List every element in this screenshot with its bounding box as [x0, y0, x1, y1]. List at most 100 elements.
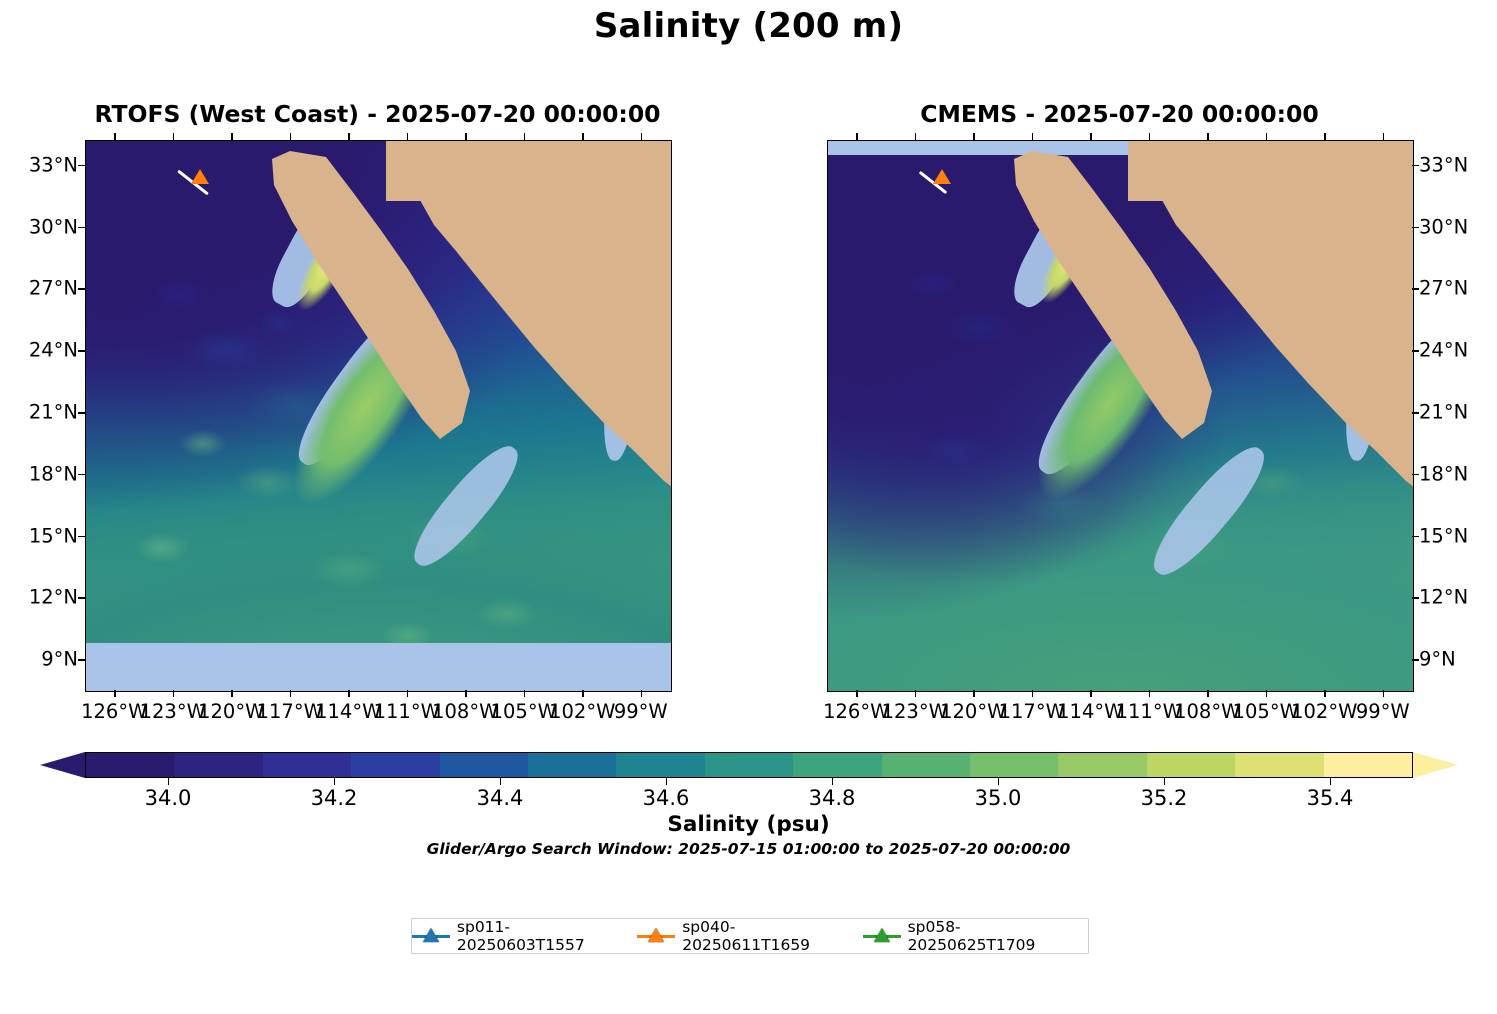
legend-item[interactable]: sp011-20250603T1557 — [412, 918, 637, 954]
colorbar-tick-label: 35.4 — [1306, 786, 1354, 810]
y-axis-tick — [1412, 350, 1419, 352]
x-axis-tick — [1090, 690, 1092, 697]
map-panel-rtofs[interactable] — [85, 140, 672, 692]
x-axis-tick — [289, 690, 292, 697]
x-axis-tick-label: 99°W — [613, 700, 668, 723]
x-axis-tick-label: 126°W — [823, 700, 890, 723]
colorbar-tick-label: 34.2 — [310, 786, 358, 810]
colorbar-segment — [351, 753, 440, 777]
colorbar-segment — [1323, 753, 1413, 777]
colorbar-extend-max — [1413, 752, 1458, 778]
x-axis-tick — [231, 690, 233, 697]
x-axis-tick — [856, 690, 858, 697]
x-axis-tick-label: 108°W — [432, 700, 499, 723]
y-axis-tick-label: 21°N — [28, 400, 78, 424]
x-axis-tick — [914, 690, 917, 697]
x-axis-tick — [348, 690, 350, 697]
colorbar-tick — [832, 778, 834, 785]
x-axis-tick — [640, 133, 643, 140]
search-window-caption: Glider/Argo Search Window: 2025-07-15 01… — [426, 840, 1071, 858]
colorbar-segment — [439, 753, 529, 777]
colorbar-gradient — [85, 752, 1413, 778]
y-axis-tick — [1412, 411, 1419, 414]
x-axis-tick-label: 123°W — [139, 700, 206, 723]
x-axis-tick-label: 123°W — [881, 700, 948, 723]
y-axis-tick-label: 30°N — [28, 215, 78, 239]
y-axis-tick — [1412, 597, 1419, 599]
x-axis-tick — [1324, 690, 1326, 697]
y-axis-tick-label: 9°N — [1419, 647, 1456, 671]
y-axis-tick-label: 24°N — [1419, 338, 1469, 362]
y-axis-tick — [78, 659, 85, 661]
colorbar-segment — [1058, 753, 1147, 777]
y-axis-tick — [78, 164, 85, 167]
legend-label: sp058-20250625T1709 — [907, 918, 1036, 954]
x-axis-tick — [973, 690, 975, 697]
legend-item[interactable]: sp040-20250611T1659 — [637, 918, 862, 954]
legend-item[interactable]: sp058-20250625T1709 — [862, 918, 1088, 954]
y-axis-tick — [1412, 164, 1419, 167]
colorbar-tick-label: 35.2 — [1140, 786, 1188, 810]
colorbar-extend-min — [40, 752, 85, 778]
colorbar-segment — [793, 753, 882, 777]
x-axis-tick — [1207, 690, 1209, 697]
colorbar-label: Salinity (psu) — [667, 812, 830, 837]
x-axis-tick — [640, 690, 643, 697]
x-axis-tick — [1382, 690, 1385, 697]
x-axis-tick — [523, 690, 526, 697]
glider-marker-sp040[interactable] — [191, 169, 209, 184]
x-axis-tick — [289, 133, 292, 140]
y-axis-tick-label: 27°N — [1419, 276, 1469, 300]
glider-legend[interactable]: sp011-20250603T1557 sp040-20250611T1659 sp… — [411, 918, 1089, 954]
y-axis-tick-label: 9°N — [41, 647, 78, 671]
x-axis-tick-label: 105°W — [490, 700, 557, 723]
x-axis-tick — [914, 133, 917, 140]
y-axis-tick-label: 33°N — [28, 153, 78, 177]
x-axis-tick — [172, 690, 175, 697]
y-axis-tick — [78, 535, 85, 538]
colorbar-tick — [168, 778, 170, 785]
x-axis-tick — [1207, 133, 1209, 140]
y-axis-tick — [78, 226, 85, 229]
colorbar-segment — [616, 753, 705, 777]
y-axis-tick — [1412, 535, 1419, 538]
colorbar-tick-label: 35.0 — [974, 786, 1022, 810]
x-axis-tick — [582, 690, 584, 697]
x-axis-tick — [114, 690, 116, 697]
y-axis-tick-label: 21°N — [1419, 400, 1469, 424]
x-axis-tick-label: 117°W — [256, 700, 323, 723]
y-axis-tick — [78, 350, 85, 352]
y-axis-tick — [78, 597, 85, 599]
y-axis-tick — [1412, 473, 1419, 476]
colorbar[interactable] — [40, 752, 1458, 778]
map-panel-cmems[interactable] — [827, 140, 1414, 692]
colorbar-segment — [704, 753, 794, 777]
legend-label: sp011-20250603T1557 — [456, 918, 585, 954]
x-axis-tick-label: 102°W — [1291, 700, 1358, 723]
y-axis-tick — [1412, 226, 1419, 229]
colorbar-tick — [334, 778, 336, 785]
panel-title-rtofs: RTOFS (West Coast) - 2025-07-20 00:00:00 — [94, 100, 661, 128]
y-axis-tick — [78, 411, 85, 414]
y-axis-tick-label: 12°N — [1419, 585, 1469, 609]
colorbar-segment — [1235, 753, 1324, 777]
land-us-southwest — [1128, 141, 1413, 201]
panel-title-cmems: CMEMS - 2025-07-20 00:00:00 — [920, 100, 1319, 128]
x-axis-tick-label: 111°W — [1115, 700, 1182, 723]
x-axis-tick — [1265, 133, 1268, 140]
colorbar-segment — [881, 753, 971, 777]
colorbar-tick-label: 34.8 — [808, 786, 856, 810]
x-axis-tick — [406, 133, 409, 140]
x-axis-tick — [231, 133, 233, 140]
x-axis-tick — [465, 690, 467, 697]
glider-marker-sp040[interactable] — [933, 169, 951, 184]
colorbar-segment — [970, 753, 1059, 777]
y-axis-tick-label: 24°N — [28, 338, 78, 362]
colorbar-tick — [500, 778, 502, 785]
colorbar-segment — [86, 753, 175, 777]
x-axis-tick — [348, 133, 350, 140]
x-axis-tick — [465, 133, 467, 140]
colorbar-segment — [262, 753, 352, 777]
y-axis-tick-label: 18°N — [1419, 462, 1469, 486]
